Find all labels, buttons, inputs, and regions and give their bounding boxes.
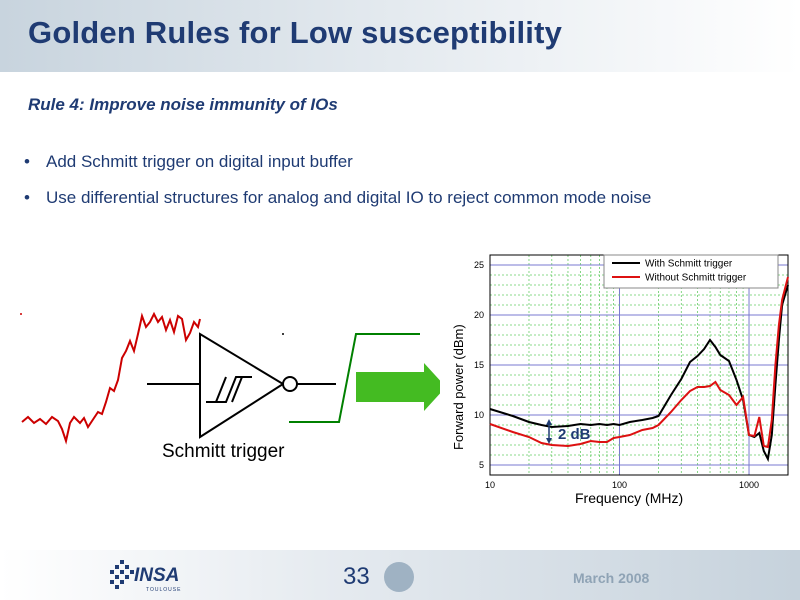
inverter-bubble <box>282 376 298 392</box>
delta-label: 2 dB <box>558 426 591 443</box>
schmitt-trigger-label: Schmitt trigger <box>162 441 285 462</box>
footer-date: March 2008 <box>573 570 650 586</box>
bullet-dot: • <box>24 152 30 171</box>
hysteresis-symbol <box>215 376 227 403</box>
page-number-circle <box>384 562 414 592</box>
y-tick-label: 20 <box>474 310 484 320</box>
x-axis-label: Frequency (MHz) <box>575 490 683 506</box>
chart-series <box>489 276 789 463</box>
schmitt-trigger-diagram: Schmitt trigger <box>20 311 440 462</box>
hysteresis-symbol <box>231 376 243 403</box>
clean-output-signal <box>289 333 420 423</box>
y-tick-label: 25 <box>474 260 484 270</box>
x-tick-label: 1000 <box>739 480 759 490</box>
delta-arrow-head-down <box>546 438 552 444</box>
delta-arrow-head-up <box>546 419 552 425</box>
y-tick-label: 5 <box>479 460 484 470</box>
bullet-text: Use differential structures for analog a… <box>46 188 652 207</box>
bullet-item: • Add Schmitt trigger on digital input b… <box>24 150 724 174</box>
y-tick-label: 15 <box>474 360 484 370</box>
legend-label-without: Without Schmitt trigger <box>645 273 747 284</box>
series-line-with-schmitt <box>489 284 789 463</box>
bullet-dot: • <box>24 188 30 207</box>
legend-box <box>603 254 779 289</box>
logo-text: INSA <box>134 565 180 586</box>
insa-logo-icon <box>110 560 134 589</box>
y-axis-label: Forward power (dBm) <box>451 324 466 450</box>
bullet-text: Add Schmitt trigger on digital input buf… <box>46 152 353 171</box>
logo-subtext: TOULOUSE <box>146 587 182 593</box>
page-number: 33 <box>343 563 370 590</box>
buffer-triangle <box>199 332 285 439</box>
title-bar <box>0 0 800 72</box>
noisy-input-signal <box>21 311 201 445</box>
y-tick-label: 10 <box>474 410 484 420</box>
slide-title: Golden Rules for Low susceptibility <box>28 15 563 50</box>
legend: With Schmitt trigger Without Schmitt tri… <box>603 254 779 289</box>
bullet-item: • Use differential structures for analog… <box>24 186 724 210</box>
x-tick-label: 10 <box>485 480 495 490</box>
right-arrow <box>356 363 440 411</box>
delta-annotation: 2 dB <box>546 419 591 444</box>
series-line-without-schmitt <box>489 276 789 449</box>
x-tick-label: 100 <box>612 480 627 490</box>
vdd-dot <box>282 333 284 335</box>
legend-label-with: With Schmitt trigger <box>645 259 733 270</box>
noise-dot <box>20 313 22 315</box>
rule-heading: Rule 4: Improve noise immunity of IOs <box>28 95 338 114</box>
